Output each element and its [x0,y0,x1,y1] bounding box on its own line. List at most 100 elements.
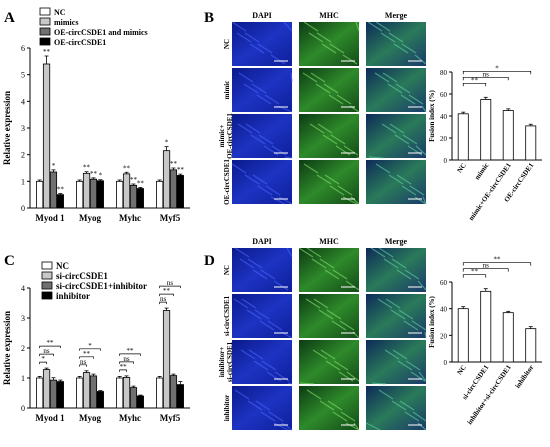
cell-texture [253,360,269,371]
bar [162,310,171,409]
cell-texture [260,269,276,280]
cell-texture [238,72,254,83]
significance-label: ns [483,262,490,270]
cell-texture [234,247,250,258]
bar [96,180,104,209]
merge-image [366,294,426,338]
significance-label: ** [123,164,131,172]
cell-texture [336,94,352,105]
bar [169,375,178,409]
dapi-image [232,114,292,158]
category-label: inhibitor [514,364,536,390]
cell-texture [308,32,324,43]
cell-texture [324,269,340,280]
cell-texture [418,371,427,382]
y-tick-label: 1 [21,177,25,186]
cell-texture [388,32,404,43]
legend-label: NC [56,261,69,271]
cell-texture [257,185,273,196]
y-tick-label: 2 [21,344,25,353]
y-axis-label: Relative expression [2,311,12,385]
bar [136,395,144,409]
column-header: MHC [319,11,339,20]
cell-texture [422,196,427,205]
significance-bracket [119,353,141,356]
cell-texture [385,298,401,309]
cell-texture [322,134,338,145]
cell-texture [313,298,329,309]
cell-texture [415,145,427,156]
significance-label: * [88,342,92,350]
y-axis-label: Fusion index (%) [428,89,436,141]
cell-texture [390,309,406,320]
bar [82,372,91,409]
legend-label: OE-circCSDE1 and mimics [54,28,148,37]
cell-texture [410,371,426,382]
row-label: inhibitor+si-circCSDE1 [218,341,234,382]
cell-texture [332,411,348,422]
cell-texture [318,309,334,320]
cell-texture [412,411,427,422]
significance-bracket [159,285,181,289]
y-axis-label: Fusion index (%) [428,295,436,347]
merge-image [366,340,426,384]
cell-texture [251,83,267,94]
row-label: inhibitor [223,395,231,421]
cell-texture [343,145,359,156]
bar [89,375,98,409]
cell-texture [401,43,417,54]
cell-texture [311,258,327,269]
cell-texture [287,382,293,385]
cell-texture [316,174,332,185]
cell-texture [302,72,318,83]
significance-bracket [462,274,487,278]
cell-texture [231,163,247,174]
cell-texture [317,123,333,134]
merge-image [366,160,426,204]
cell-texture [264,94,280,105]
cell-texture [240,349,256,360]
bar [122,376,131,409]
cell-texture [243,83,259,94]
bar [502,110,514,161]
column-header: DAPI [252,11,272,20]
cell-texture [408,94,424,105]
cell-texture [365,422,381,431]
cell-texture [246,309,262,320]
y-tick-label: 60 [440,91,448,99]
cell-texture [320,349,336,360]
cell-texture [393,43,409,54]
cell-texture [340,411,356,422]
micrograph-grid-d: DAPI MHC MergeNCsi-circCSDE1inhibitor+si-c… [218,237,427,431]
dapi-image [232,386,292,430]
cell-texture [273,280,289,291]
y-tick-label: 0 [21,204,25,213]
legend-swatch [39,7,51,16]
cell-texture [283,21,293,32]
cell-texture [375,163,391,174]
cell-texture [356,156,360,159]
category-label: Myhc [119,413,141,423]
row-label: mimic [223,81,231,100]
cell-texture [239,258,255,269]
cell-texture [260,411,276,422]
y-tick-label: 60 [440,279,448,287]
cell-texture [231,21,247,32]
category-label: mimic [473,162,490,182]
cell-texture [377,298,393,309]
cell-texture [333,360,349,371]
panel-letter-a: A [4,10,15,26]
cell-texture [329,185,345,196]
significance-label: ns [167,279,174,287]
bar [136,188,144,209]
category-label: mimic+OE-circCSDE1 [467,161,513,222]
significance-label: ** [90,170,98,178]
row-label: mimic+OE-circCSDE1 [218,113,234,159]
row-label-line: OE-circCSDE1 [226,113,234,159]
significance-bracket [119,361,134,364]
mhc-image [299,114,359,158]
cell-texture [409,185,425,196]
cell-texture [325,360,341,371]
significance-label: ** [471,268,479,276]
